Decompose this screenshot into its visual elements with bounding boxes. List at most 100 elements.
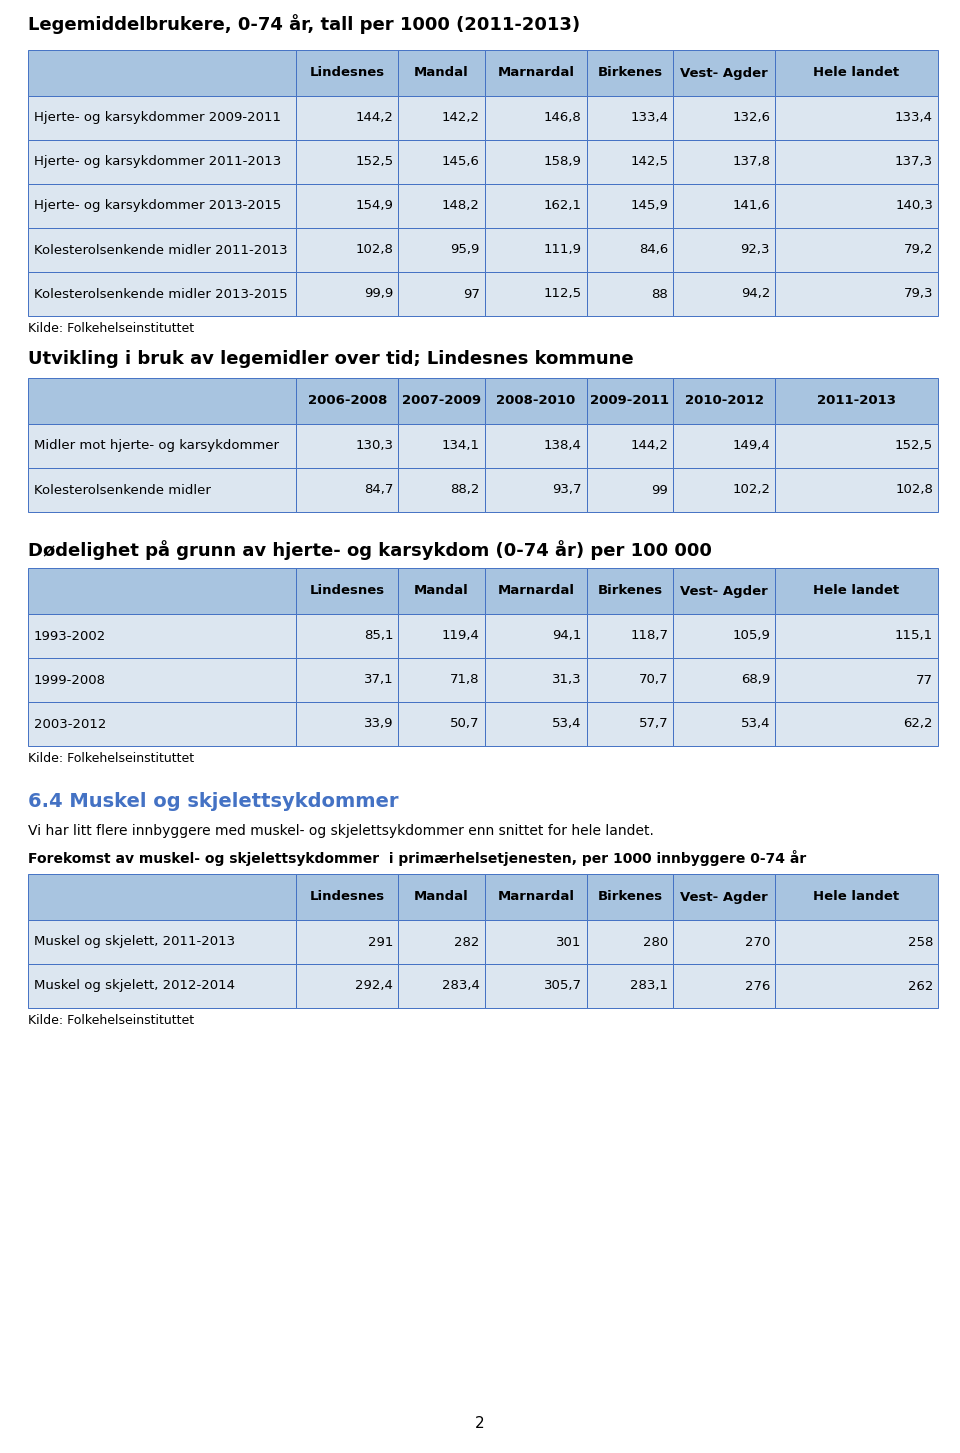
Bar [775, 468, 938, 511]
Text: 97: 97 [463, 288, 480, 301]
Text: Marnardal: Marnardal [497, 891, 574, 904]
Bar [673, 920, 775, 963]
Text: 145,6: 145,6 [442, 155, 480, 169]
Text: 137,8: 137,8 [732, 155, 770, 169]
Text: 53,4: 53,4 [740, 718, 770, 731]
Bar [587, 875, 673, 920]
Text: 79,3: 79,3 [903, 288, 933, 301]
Bar [297, 96, 398, 139]
Text: 2: 2 [475, 1415, 485, 1431]
Bar [485, 378, 587, 424]
Text: 282: 282 [454, 936, 480, 949]
Bar [775, 378, 938, 424]
Bar [297, 468, 398, 511]
Text: Birkenes: Birkenes [597, 67, 662, 80]
Bar [775, 920, 938, 963]
Text: Hjerte- og karsykdommer 2011-2013: Hjerte- og karsykdommer 2011-2013 [34, 155, 281, 169]
Bar [587, 963, 673, 1008]
Text: 132,6: 132,6 [732, 112, 770, 125]
Text: 71,8: 71,8 [450, 674, 480, 686]
Text: Kilde: Folkehelseinstituttet: Kilde: Folkehelseinstituttet [28, 323, 194, 336]
Text: 133,4: 133,4 [630, 112, 668, 125]
Bar [587, 468, 673, 511]
Text: 134,1: 134,1 [442, 439, 480, 452]
Bar [398, 96, 485, 139]
Bar [673, 272, 775, 315]
Bar [587, 615, 673, 658]
Bar [398, 139, 485, 185]
Text: 145,9: 145,9 [631, 199, 668, 212]
Bar [775, 96, 938, 139]
Text: Mandal: Mandal [414, 891, 469, 904]
Text: Kilde: Folkehelseinstituttet: Kilde: Folkehelseinstituttet [28, 753, 194, 764]
Text: Hele landet: Hele landet [813, 584, 900, 597]
Text: 111,9: 111,9 [543, 244, 582, 257]
Text: 2006-2008: 2006-2008 [308, 395, 387, 407]
Bar [398, 272, 485, 315]
Text: Muskel og skjelett, 2011-2013: Muskel og skjelett, 2011-2013 [34, 936, 235, 949]
Bar [398, 228, 485, 272]
Text: Vest- Agder: Vest- Agder [681, 67, 768, 80]
Text: 102,8: 102,8 [895, 484, 933, 497]
Text: 158,9: 158,9 [544, 155, 582, 169]
Text: 70,7: 70,7 [638, 674, 668, 686]
Text: 6.4 Muskel og skjelettsykdommer: 6.4 Muskel og skjelettsykdommer [28, 792, 398, 811]
Text: Lindesnes: Lindesnes [310, 67, 385, 80]
Text: Lindesnes: Lindesnes [310, 891, 385, 904]
Text: 118,7: 118,7 [630, 629, 668, 642]
Bar [587, 228, 673, 272]
Text: 270: 270 [745, 936, 770, 949]
Text: 88: 88 [652, 288, 668, 301]
Bar [485, 568, 587, 615]
Bar [673, 568, 775, 615]
Bar [28, 702, 297, 745]
Text: 133,4: 133,4 [895, 112, 933, 125]
Text: Legemiddelbrukere, 0-74 år, tall per 1000 (2011-2013): Legemiddelbrukere, 0-74 år, tall per 100… [28, 15, 580, 33]
Bar [673, 615, 775, 658]
Bar [297, 875, 398, 920]
Bar [297, 185, 398, 228]
Text: 62,2: 62,2 [903, 718, 933, 731]
Bar [297, 139, 398, 185]
Bar [28, 468, 297, 511]
Bar [485, 963, 587, 1008]
Text: 149,4: 149,4 [732, 439, 770, 452]
Bar [775, 139, 938, 185]
Text: 95,9: 95,9 [450, 244, 480, 257]
Bar [673, 378, 775, 424]
Bar [28, 272, 297, 315]
Text: 137,3: 137,3 [895, 155, 933, 169]
Bar [485, 920, 587, 963]
Bar [775, 568, 938, 615]
Text: 102,2: 102,2 [732, 484, 770, 497]
Text: 2010-2012: 2010-2012 [684, 395, 763, 407]
Text: Muskel og skjelett, 2012-2014: Muskel og skjelett, 2012-2014 [34, 979, 235, 992]
Bar [485, 658, 587, 702]
Text: 112,5: 112,5 [543, 288, 582, 301]
Text: 2007-2009: 2007-2009 [402, 395, 481, 407]
Text: Hele landet: Hele landet [813, 891, 900, 904]
Bar [775, 272, 938, 315]
Bar [28, 568, 297, 615]
Bar [398, 568, 485, 615]
Text: 102,8: 102,8 [355, 244, 394, 257]
Bar [297, 702, 398, 745]
Bar [673, 963, 775, 1008]
Text: 144,2: 144,2 [631, 439, 668, 452]
Text: 148,2: 148,2 [442, 199, 480, 212]
Text: Vi har litt flere innbyggere med muskel- og skjelettsykdommer enn snittet for he: Vi har litt flere innbyggere med muskel-… [28, 824, 654, 838]
Bar [398, 875, 485, 920]
Bar [587, 424, 673, 468]
Text: 119,4: 119,4 [442, 629, 480, 642]
Text: Mandal: Mandal [414, 67, 469, 80]
Bar [398, 49, 485, 96]
Text: 140,3: 140,3 [895, 199, 933, 212]
Text: Lindesnes: Lindesnes [310, 584, 385, 597]
Text: 291: 291 [368, 936, 394, 949]
Text: 92,3: 92,3 [740, 244, 770, 257]
Text: 262: 262 [907, 979, 933, 992]
Bar [485, 228, 587, 272]
Bar [673, 875, 775, 920]
Bar [775, 615, 938, 658]
Bar [398, 658, 485, 702]
